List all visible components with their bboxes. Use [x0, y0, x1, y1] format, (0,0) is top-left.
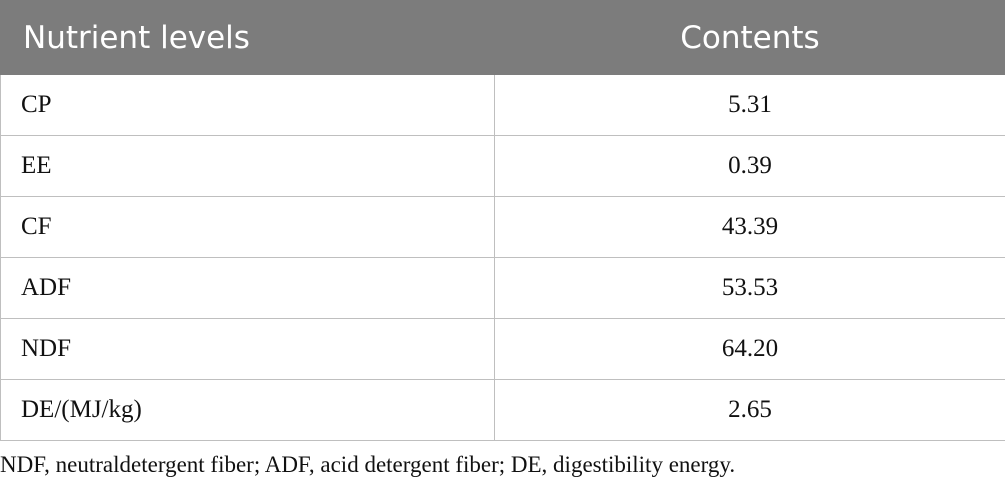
table-header: Nutrient levels Contents [0, 0, 1005, 75]
table-row: CF 43.39 [0, 196, 1005, 258]
table-row: CP 5.31 [0, 74, 1005, 136]
row-value-cell: 43.39 [494, 196, 1005, 258]
nutrient-table-container: Nutrient levels Contents CP 5.31 EE 0.39… [0, 0, 1005, 441]
table-row: DE/(MJ/kg) 2.65 [0, 379, 1005, 441]
header-row: Nutrient levels Contents [0, 0, 1005, 75]
row-name-cell: EE [0, 135, 495, 197]
row-value-cell: 2.65 [494, 379, 1005, 441]
header-nutrient-levels: Nutrient levels [0, 0, 495, 75]
table-row: ADF 53.53 [0, 257, 1005, 319]
table-row: EE 0.39 [0, 135, 1005, 197]
table-footnote: NDF, neutraldetergent fiber; ADF, acid d… [0, 452, 736, 477]
row-value-cell: 64.20 [494, 318, 1005, 380]
row-name-cell: DE/(MJ/kg) [0, 379, 495, 441]
row-name-cell: CP [0, 74, 495, 136]
row-value-cell: 5.31 [494, 74, 1005, 136]
table-row: NDF 64.20 [0, 318, 1005, 380]
row-value-cell: 53.53 [494, 257, 1005, 319]
row-name-cell: ADF [0, 257, 495, 319]
row-name-cell: NDF [0, 318, 495, 380]
nutrient-table: Nutrient levels Contents CP 5.31 EE 0.39… [0, 0, 1005, 441]
row-name-cell: CF [0, 196, 495, 258]
header-contents: Contents [494, 0, 1005, 75]
table-body: CP 5.31 EE 0.39 CF 43.39 ADF 53.53 NDF 6… [0, 74, 1005, 441]
row-value-cell: 0.39 [494, 135, 1005, 197]
